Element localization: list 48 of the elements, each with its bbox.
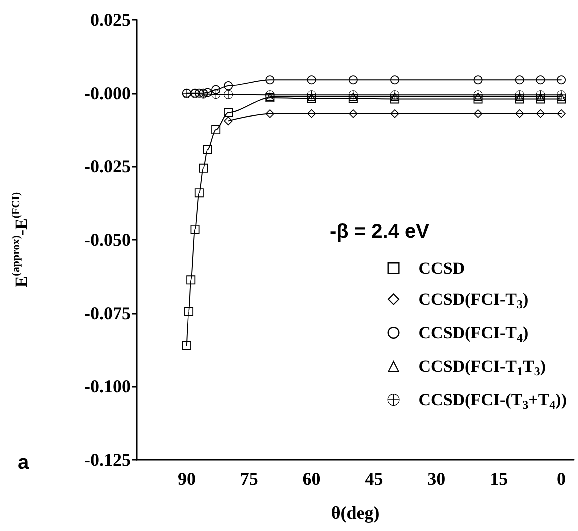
point <box>194 188 204 198</box>
point <box>224 116 234 126</box>
point <box>212 90 221 99</box>
point <box>474 76 483 85</box>
point <box>515 109 524 118</box>
point <box>348 109 358 118</box>
y-tick-label: -0.125 <box>84 450 131 470</box>
annotation: -β = 2.4 eV <box>330 221 430 243</box>
y-axis-title: E(approx)-E(FCI) <box>10 192 31 288</box>
point <box>348 76 358 85</box>
point <box>182 341 192 350</box>
x-tick-label: 45 <box>365 469 384 489</box>
y-tick-label: 0.025 <box>90 10 131 30</box>
x-tick-label: 0 <box>557 469 566 489</box>
point <box>224 108 234 118</box>
point <box>186 276 196 285</box>
point <box>390 76 400 85</box>
point <box>266 109 275 118</box>
point <box>307 109 316 118</box>
point <box>266 76 275 85</box>
point <box>474 109 483 118</box>
y-tick-label: -0.000 <box>84 83 131 104</box>
point <box>307 76 316 85</box>
text: a <box>18 452 30 474</box>
point <box>190 224 200 234</box>
y-tick-label: -0.075 <box>84 303 131 324</box>
point <box>224 90 234 100</box>
point <box>536 76 546 85</box>
x-tick-label: 60 <box>302 469 321 489</box>
point <box>390 109 400 118</box>
point <box>199 164 208 173</box>
point <box>184 307 194 316</box>
legend-label: CCSD <box>418 259 466 278</box>
x-tick-label: 15 <box>490 469 508 489</box>
y-tick-label: -0.050 <box>84 230 131 250</box>
x-tick-label: 75 <box>240 469 258 489</box>
point <box>203 145 212 154</box>
point <box>536 109 546 118</box>
point <box>557 76 566 85</box>
y-tick-label: -0.100 <box>84 376 131 397</box>
y-tick-label: -0.025 <box>84 156 131 177</box>
point <box>224 82 234 90</box>
point <box>557 109 566 118</box>
x-axis-title: θ(deg) <box>331 503 380 523</box>
point <box>212 126 221 134</box>
point <box>515 76 524 85</box>
x-tick-label: 30 <box>428 469 446 489</box>
x-tick-label: 90 <box>178 469 196 489</box>
